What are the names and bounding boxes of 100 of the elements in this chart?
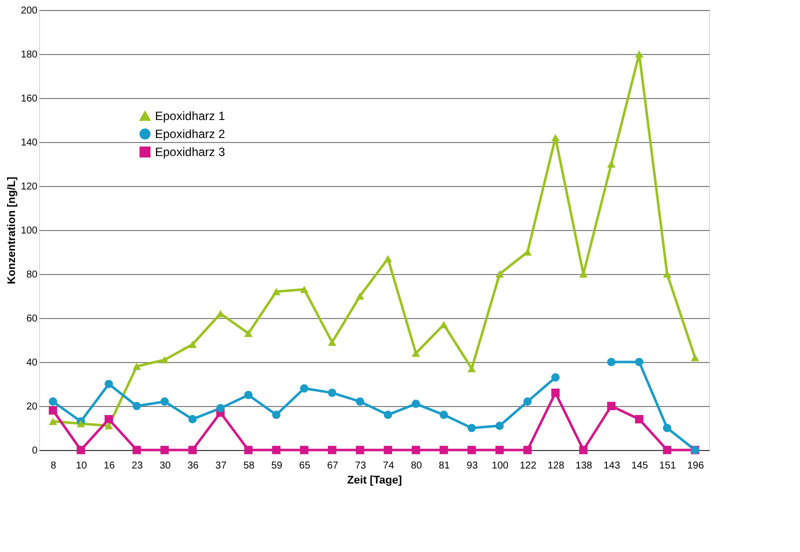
x-tick-label: 67 — [327, 460, 339, 472]
point — [244, 446, 253, 454]
point — [495, 422, 504, 430]
point — [579, 446, 588, 454]
point — [188, 446, 197, 454]
x-tick-label: 122 — [520, 460, 537, 472]
point — [300, 384, 308, 393]
point — [328, 388, 336, 397]
point — [300, 446, 308, 454]
point — [76, 420, 86, 428]
point — [272, 410, 280, 419]
x-tick-label: 10 — [76, 460, 88, 472]
point — [607, 402, 616, 410]
x-tick-label: 100 — [492, 460, 509, 472]
y-tick-label: 80 — [26, 270, 38, 280]
point — [635, 415, 644, 424]
point — [188, 340, 197, 348]
point — [468, 446, 476, 454]
point — [412, 400, 420, 408]
point — [272, 288, 280, 296]
point — [607, 160, 616, 168]
point — [48, 397, 58, 406]
point — [188, 415, 197, 424]
point — [160, 356, 169, 364]
point — [523, 446, 532, 454]
legend-label: Epoxidharz 2 — [155, 127, 226, 141]
point — [132, 402, 141, 410]
y-tick-label: 140 — [20, 138, 38, 148]
point — [244, 390, 253, 400]
point — [495, 270, 504, 278]
point — [104, 380, 113, 388]
point — [160, 397, 169, 406]
x-tick-label: 58 — [243, 460, 255, 472]
point — [216, 310, 225, 318]
x-tick-label: 80 — [410, 460, 422, 472]
point — [160, 446, 169, 454]
point — [495, 446, 504, 454]
legend-label: Epoxidharz 3 — [155, 145, 226, 159]
x-tick-label: 151 — [659, 460, 676, 472]
x-tick-label: 74 — [382, 460, 394, 472]
y-tick-label: 20 — [26, 402, 38, 412]
point — [104, 415, 113, 424]
point — [551, 373, 560, 382]
point — [468, 424, 476, 432]
point — [607, 358, 616, 366]
point — [76, 446, 86, 454]
point — [244, 330, 253, 338]
point — [662, 424, 672, 432]
y-tick-label: 200 — [20, 6, 38, 16]
x-tick-label: 196 — [687, 460, 704, 472]
point — [523, 397, 532, 406]
x-tick-label: 65 — [299, 460, 311, 472]
y-tick-label: 100 — [20, 226, 38, 236]
x-tick-label: 36 — [187, 460, 200, 472]
x-tick-label: 128 — [548, 460, 565, 472]
point — [384, 254, 392, 262]
point — [551, 134, 560, 142]
y-tick-label: 40 — [26, 358, 38, 368]
point — [551, 388, 560, 397]
point — [440, 446, 448, 454]
point — [384, 410, 392, 419]
x-tick-label: 30 — [160, 460, 172, 472]
point — [635, 50, 644, 58]
point — [356, 397, 364, 406]
x-tick-label: 143 — [603, 460, 621, 472]
x-tick-label: 37 — [215, 460, 227, 472]
point — [412, 446, 420, 454]
point — [300, 286, 308, 294]
point — [132, 362, 141, 370]
point — [356, 292, 364, 300]
point — [412, 350, 420, 357]
point — [384, 446, 392, 454]
point — [328, 446, 336, 454]
x-tick-label: 81 — [438, 460, 450, 472]
x-axis-title: Zeit [Tage] — [347, 474, 402, 486]
x-tick-label: 93 — [466, 460, 478, 472]
point — [48, 406, 58, 415]
point — [216, 404, 225, 412]
point — [440, 410, 448, 419]
x-tick-label: 23 — [132, 460, 144, 472]
point — [48, 418, 58, 426]
point — [356, 446, 364, 454]
point — [662, 446, 672, 454]
point — [690, 354, 700, 362]
x-tick-label: 16 — [104, 460, 116, 472]
point — [635, 358, 644, 366]
y-tick-label: 60 — [26, 314, 38, 324]
point — [328, 338, 336, 346]
point — [272, 446, 280, 454]
legend-label: Epoxidharz 1 — [155, 109, 226, 123]
point — [104, 422, 113, 430]
point — [440, 320, 448, 328]
x-tick-label: 145 — [631, 460, 648, 472]
y-tick-label: 180 — [20, 50, 38, 60]
x-tick-label: 73 — [354, 460, 367, 472]
x-tick-label: 59 — [271, 460, 283, 472]
y-tick-label: 0 — [32, 446, 38, 456]
y-tick-label: 160 — [20, 94, 38, 104]
x-tick-label: 138 — [576, 460, 593, 472]
point — [132, 446, 141, 454]
